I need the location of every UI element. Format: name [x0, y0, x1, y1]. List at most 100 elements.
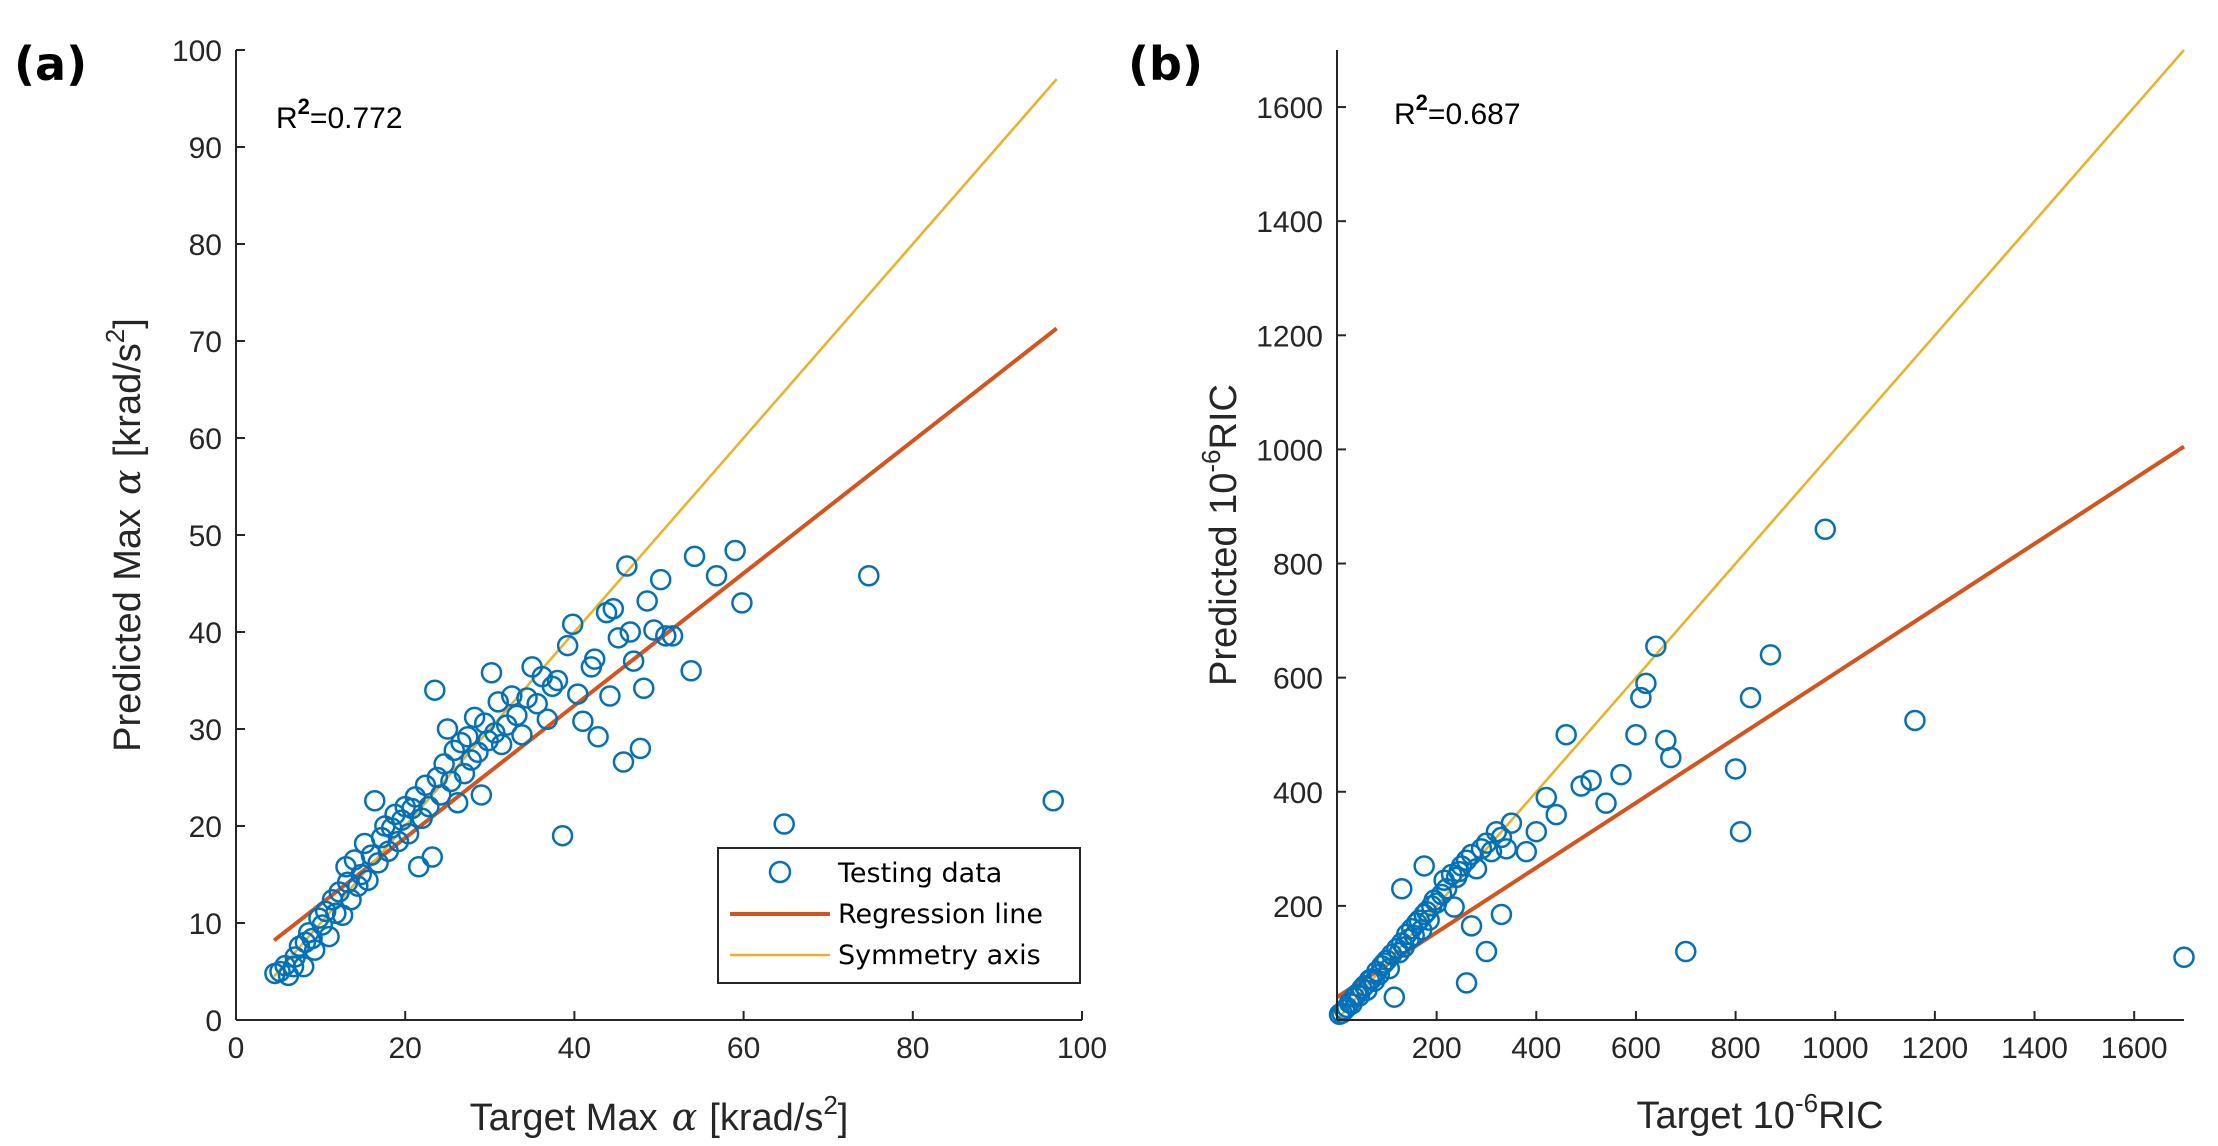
data-point — [457, 726, 479, 748]
y-tick-label: 90 — [189, 132, 222, 165]
panel-a-ylabel-sup: 2 — [100, 329, 130, 343]
data-point — [1904, 709, 1926, 732]
x-tick-label: 80 — [896, 1032, 929, 1065]
data-point — [773, 813, 795, 835]
data-point — [636, 590, 658, 612]
panel-a-regression-line — [272, 326, 1058, 943]
x-tick-label: 20 — [389, 1032, 422, 1065]
data-point — [536, 708, 559, 731]
panel-a-y-ticks: 0 10 20 30 40 50 60 70 80 90 100 — [172, 35, 245, 1038]
data-point — [546, 669, 569, 692]
data-point — [1729, 820, 1752, 843]
panel-a-ylabel-close: ] — [107, 318, 149, 329]
data-point — [318, 925, 340, 948]
data-point — [1500, 812, 1523, 834]
x-tick-label: 1600 — [2101, 1032, 2168, 1065]
panel-b-x-ticks: 200 400 600 800 1000 1200 1400 1600 — [1412, 1011, 2168, 1065]
data-point — [1465, 858, 1488, 880]
data-point — [1460, 915, 1483, 937]
data-point — [526, 693, 548, 715]
data-point — [858, 564, 880, 587]
data-point — [363, 790, 386, 812]
x-tick-label: 60 — [727, 1032, 760, 1065]
data-point — [649, 568, 672, 591]
data-point — [1675, 940, 1697, 963]
legend-label-testing: Testing data — [837, 858, 1002, 889]
panel-a-points — [264, 539, 1064, 987]
data-point — [421, 846, 444, 868]
data-point — [643, 619, 665, 641]
panel-b-r2-sup: 2 — [1416, 90, 1428, 115]
data-point — [619, 621, 641, 643]
data-point — [1630, 686, 1652, 709]
panel-a-xlabel-unit: [krad/s — [709, 1097, 823, 1139]
data-point — [436, 718, 459, 740]
data-point — [683, 545, 706, 568]
data-point — [418, 795, 440, 818]
data-point — [1610, 763, 1632, 786]
data-point — [583, 648, 606, 670]
y-tick-label: 200 — [1273, 891, 1323, 924]
panel-b-regression-line — [1335, 444, 2186, 999]
y-tick-label: 80 — [189, 229, 222, 262]
data-point — [1388, 941, 1411, 964]
data-point — [446, 791, 469, 814]
data-point — [487, 691, 510, 713]
y-tick-label: 600 — [1273, 663, 1323, 696]
data-point — [572, 710, 594, 732]
y-tick-label: 50 — [189, 520, 222, 553]
data-point — [397, 823, 420, 845]
y-tick-label: 70 — [189, 326, 222, 359]
data-point — [1378, 957, 1401, 980]
panel-a: (a) 0 20 40 60 80 100 0102030405060708090100 … — [14, 35, 1107, 1139]
panel-b-xlabel-sup: -6 — [1795, 1088, 1818, 1118]
y-tick-label: 1000 — [1256, 434, 1323, 467]
y-tick-label: 20 — [189, 811, 222, 844]
data-point — [1580, 769, 1602, 792]
data-point — [616, 555, 638, 577]
data-point — [282, 955, 305, 978]
x-tick-label: 1400 — [2001, 1032, 2068, 1065]
x-tick-label: 1000 — [1802, 1032, 1869, 1065]
panel-a-ylabel-alpha: α — [105, 469, 149, 495]
panel-a-r2-label: R — [276, 102, 298, 135]
panel-b-r2-annotation: R2=0.687 — [1394, 90, 1521, 131]
legend-label-regression: Regression line — [838, 899, 1043, 930]
data-point — [301, 927, 323, 950]
data-point — [511, 724, 533, 746]
data-point — [1480, 840, 1503, 863]
data-point — [1495, 838, 1518, 860]
data-point — [551, 824, 574, 847]
data-point — [1625, 723, 1647, 746]
data-point — [311, 914, 334, 936]
panel-b-y-ticks: 200 400 600 800 1000 1200 1400 1600 — [1256, 92, 1346, 924]
data-point — [477, 729, 499, 752]
data-point — [612, 751, 635, 773]
data-point — [470, 784, 493, 806]
panel-b-ylabel-rest: RIC — [1203, 384, 1245, 449]
panel-b-xlabel-rest: RIC — [1818, 1095, 1883, 1137]
data-point — [443, 739, 466, 762]
data-point — [347, 875, 369, 897]
data-point — [731, 592, 753, 614]
y-tick-label: 30 — [189, 714, 222, 747]
data-point — [1545, 803, 1567, 826]
data-point — [484, 722, 506, 744]
data-point — [340, 888, 362, 911]
y-tick-label: 1200 — [1256, 320, 1323, 353]
y-tick-label: 100 — [172, 35, 222, 68]
data-point — [2173, 946, 2195, 968]
x-tick-label: 600 — [1611, 1032, 1661, 1065]
panel-b-xlabel: Target 10-6RIC — [1636, 1088, 1883, 1137]
data-point — [1814, 518, 1837, 541]
data-point — [599, 685, 621, 707]
data-point — [460, 749, 482, 771]
panel-b-r2-value: =0.687 — [1428, 98, 1521, 131]
data-point — [1413, 855, 1435, 877]
x-tick-label: 200 — [1412, 1032, 1462, 1065]
panel-b-points — [1328, 518, 2195, 1026]
data-point — [567, 683, 589, 705]
data-point — [453, 762, 476, 785]
x-tick-label: 1200 — [1902, 1032, 1969, 1065]
